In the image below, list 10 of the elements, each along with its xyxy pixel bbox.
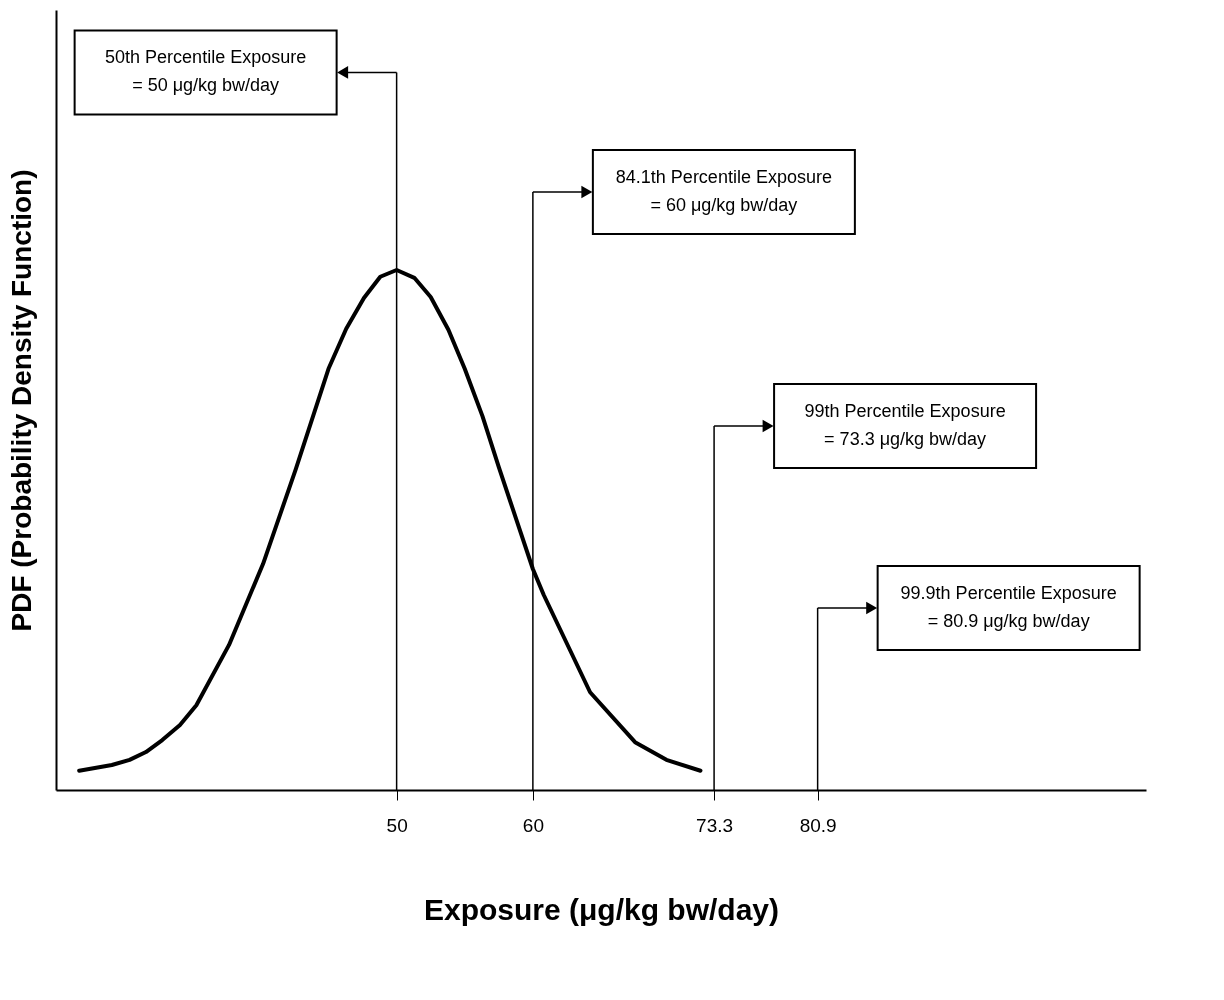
x-axis-title: Exposure (μg/kg bw/day) xyxy=(423,892,780,926)
annotation: 99.9th Percentile Exposure = 80.9 μg/kg bw/day xyxy=(900,583,1117,631)
text: 84.1th Percentile Exposure = 60 μg/kg bw/day xyxy=(615,167,832,215)
x-tick-label: 60 xyxy=(522,814,544,836)
x-tick-label: 80.9 xyxy=(799,814,837,836)
x-tick-label: 73.3 xyxy=(696,814,734,836)
x-tick-label: 50 xyxy=(386,814,408,836)
y-axis-title: PDF (Probability Density Function) xyxy=(5,169,37,632)
annotation: 99th Percentile Exposure = 73.3 μg/kg bw/day xyxy=(804,401,1006,449)
text: 50th Percentile Exposure = 50 μg/kg bw/day xyxy=(105,47,307,96)
